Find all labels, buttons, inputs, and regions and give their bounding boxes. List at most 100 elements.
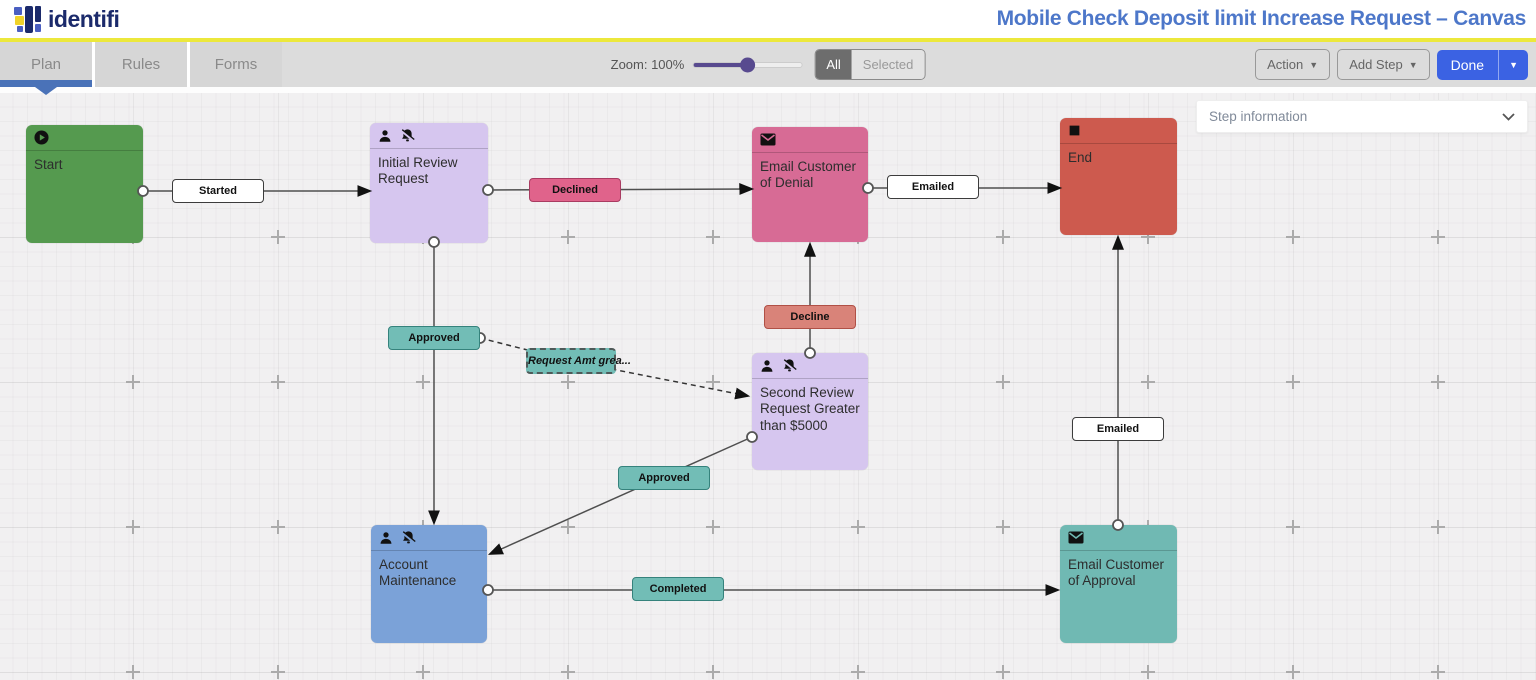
edge-label-approved[interactable]: Approved: [618, 466, 710, 490]
grid-plus: [271, 375, 285, 389]
grid-plus: [1431, 665, 1445, 679]
app-header: identifi Mobile Check Deposit limit Incr…: [0, 0, 1536, 42]
grid-plus: [271, 230, 285, 244]
node-label: Start: [34, 157, 63, 172]
grid-plus: [851, 665, 865, 679]
grid-plus: [1286, 375, 1300, 389]
bell-off-icon: [782, 358, 797, 373]
action-button[interactable]: Action ▼: [1255, 49, 1331, 80]
node-header: [370, 123, 488, 149]
grid-plus: [1141, 665, 1155, 679]
chevron-down-icon: ▼: [1309, 59, 1319, 70]
node-header: [1060, 118, 1177, 144]
grid-plus: [561, 375, 575, 389]
grid-plus: [1431, 375, 1445, 389]
node-header: [371, 525, 487, 551]
tab-label: Plan: [30, 56, 62, 73]
flow-node-account-maintenance[interactable]: Account Maintenance: [371, 525, 487, 643]
person-icon: [378, 129, 392, 143]
flow-node-second-review[interactable]: Second Review Request Greater than $5000: [752, 353, 868, 470]
flow-node-start[interactable]: Start: [26, 125, 143, 243]
grid-plus: [706, 230, 720, 244]
scope-toggle: All Selected: [814, 49, 926, 80]
node-label: Email Customer of Approval: [1068, 557, 1165, 589]
identifi-logo-icon: [14, 5, 41, 33]
grid-plus: [1431, 230, 1445, 244]
grid-plus: [851, 520, 865, 534]
node-label: Initial Review Request: [378, 155, 458, 187]
grid-plus: [126, 520, 140, 534]
action-button-label: Action: [1267, 57, 1304, 72]
node-header: [1060, 525, 1177, 551]
node-label: End: [1068, 150, 1093, 165]
done-button-label[interactable]: Done: [1450, 56, 1485, 73]
flow-node-initial-review[interactable]: Initial Review Request: [370, 123, 488, 243]
app-logo: identifi: [14, 5, 120, 33]
grid-plus: [1286, 230, 1300, 244]
node-label: Email Customer of Denial: [760, 159, 857, 191]
edge-label-completed[interactable]: Completed: [632, 577, 724, 601]
zoom-slider-thumb[interactable]: [739, 57, 755, 72]
logo-text: identifi: [48, 5, 120, 32]
toggle-all-button[interactable]: All: [815, 50, 852, 79]
edge-label-emailed[interactable]: Emailed: [887, 175, 979, 199]
grid-plus: [996, 665, 1010, 679]
edge-label-decline[interactable]: Decline: [764, 305, 856, 329]
zoom-slider[interactable]: [692, 57, 803, 72]
grid-plus: [1286, 665, 1300, 679]
zoom-label: Zoom: 100%: [610, 57, 685, 72]
tab-forms[interactable]: Forms: [190, 42, 282, 87]
flow-node-email-denial[interactable]: Email Customer of Denial: [752, 127, 868, 242]
grid-plus: [996, 520, 1010, 534]
tab-label: Forms: [214, 56, 258, 73]
add-step-button-label: Add Step: [1349, 57, 1403, 72]
edge-label-emailed[interactable]: Emailed: [1072, 417, 1164, 441]
node-header: [752, 127, 868, 153]
grid-plus: [561, 230, 575, 244]
grid-plus: [271, 520, 285, 534]
tab-plan[interactable]: Plan: [0, 42, 92, 87]
flow-node-end[interactable]: End: [1060, 118, 1177, 235]
grid-plus: [126, 375, 140, 389]
play-circle-icon: [34, 130, 49, 145]
grid-plus: [996, 230, 1010, 244]
node-header: [752, 353, 868, 379]
grid-plus: [1431, 520, 1445, 534]
envelope-icon: [760, 133, 776, 146]
grid-plus: [126, 665, 140, 679]
edge-label-request-amt-grea[interactable]: Request Amt grea...: [526, 348, 631, 374]
add-step-button[interactable]: Add Step ▼: [1337, 49, 1430, 80]
node-label: Account Maintenance: [379, 557, 457, 589]
flow-node-email-approval[interactable]: Email Customer of Approval: [1060, 525, 1177, 643]
tab-bar: Plan Rules Forms: [0, 42, 282, 87]
grid-plus: [561, 665, 575, 679]
grid-plus: [416, 375, 430, 389]
edge-label-declined[interactable]: Declined: [529, 178, 621, 202]
step-information-dropdown[interactable]: Step information: [1196, 100, 1528, 133]
tab-label: Rules: [121, 56, 161, 73]
tab-rules[interactable]: Rules: [95, 42, 187, 87]
chevron-down-icon: [1502, 112, 1515, 121]
grid-plus: [706, 520, 720, 534]
bell-off-icon: [400, 128, 415, 143]
edge-label-started[interactable]: Started: [172, 179, 264, 203]
chevron-down-icon: ▼: [1408, 59, 1418, 70]
toggle-selected-button[interactable]: Selected: [851, 50, 925, 79]
zoom-slider-fill: [693, 62, 748, 67]
person-icon: [379, 531, 393, 545]
grid-plus: [996, 375, 1010, 389]
grid-plus: [1141, 230, 1155, 244]
done-dropdown-toggle[interactable]: ▼: [1498, 49, 1528, 80]
page-title: Mobile Check Deposit limit Increase Requ…: [996, 7, 1527, 30]
toolbar-canvas-divider: [0, 87, 1536, 93]
zoom-control: Zoom: 100%: [611, 57, 803, 72]
bell-off-icon: [401, 530, 416, 545]
node-header: [26, 125, 143, 151]
grid-plus: [706, 665, 720, 679]
workflow-canvas[interactable]: Start Initial Review Request Email Custome…: [0, 93, 1536, 680]
edge-label-approved[interactable]: Approved: [388, 326, 480, 350]
grid-plus: [1286, 520, 1300, 534]
done-split-button[interactable]: Done ▼: [1436, 49, 1528, 80]
grid-plus: [561, 520, 575, 534]
stop-square-icon: [1068, 124, 1081, 137]
